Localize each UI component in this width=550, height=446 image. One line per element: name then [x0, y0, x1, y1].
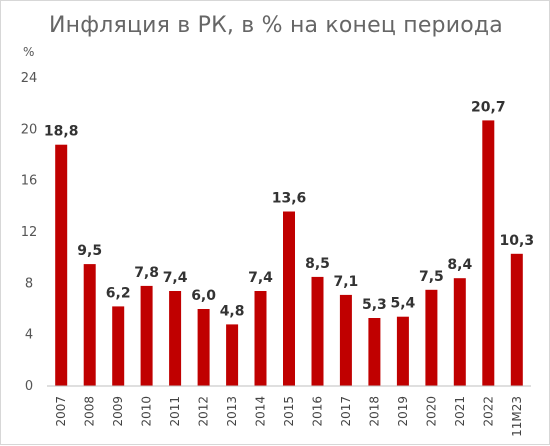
y-axis-unit: % [23, 45, 35, 59]
x-tick-label: 2008 [83, 396, 97, 427]
data-label: 6,0 [191, 288, 216, 304]
bar [453, 278, 466, 386]
data-label: 7,8 [134, 265, 159, 281]
data-label: 10,3 [500, 233, 535, 249]
bar [169, 291, 182, 386]
bar [112, 306, 125, 386]
y-tick-label: 16 [21, 174, 38, 189]
x-tick-label: 2013 [225, 396, 239, 427]
bar [368, 318, 381, 386]
x-tick-label: 11М23 [510, 396, 524, 437]
data-label: 8,5 [305, 256, 330, 272]
x-tick-label: 2019 [396, 396, 410, 427]
bar [55, 144, 68, 386]
y-tick-label: 20 [21, 122, 38, 137]
bar [510, 253, 523, 386]
x-tick-label: 2015 [282, 396, 296, 427]
data-label: 8,4 [447, 257, 472, 273]
data-label: 7,5 [419, 269, 444, 285]
data-label: 18,8 [44, 124, 79, 140]
bar [425, 289, 438, 387]
x-tick-label: 2014 [254, 396, 268, 427]
y-tick-label: 12 [21, 225, 38, 240]
data-label: 20,7 [471, 99, 506, 115]
y-tick-label: 8 [25, 276, 33, 291]
bar [254, 291, 267, 386]
data-label: 7,4 [248, 270, 273, 286]
x-tick-label: 2011 [168, 396, 182, 427]
x-tick-label: 2018 [367, 396, 381, 427]
data-label: 7,4 [163, 270, 188, 286]
x-tick-label: 2010 [140, 396, 154, 427]
data-label: 13,6 [272, 191, 307, 207]
x-tick-label: 2007 [54, 396, 68, 427]
x-tick-label: 2017 [339, 396, 353, 427]
x-tick-label: 2009 [111, 396, 125, 427]
bar [226, 324, 239, 386]
bar [311, 276, 324, 386]
bar [83, 264, 96, 386]
bar [197, 309, 210, 386]
bar [140, 285, 153, 386]
chart-title: Инфляция в РК, в % на конец периода [49, 13, 503, 38]
data-label: 9,5 [77, 243, 102, 259]
bar [482, 120, 495, 387]
bar [283, 211, 295, 386]
x-tick-label: 2012 [197, 396, 211, 427]
y-tick-label: 0 [25, 379, 33, 394]
data-label: 6,2 [106, 285, 131, 301]
data-label: 4,8 [220, 303, 245, 319]
bar [339, 294, 352, 386]
data-label: 5,3 [362, 297, 387, 313]
x-tick-label: 2020 [424, 396, 438, 427]
bar [396, 316, 409, 386]
x-tick-label: 2022 [481, 396, 495, 427]
data-label: 5,4 [390, 296, 415, 312]
data-label: 7,1 [333, 274, 358, 290]
y-tick-label: 24 [21, 71, 38, 86]
x-tick-label: 2021 [453, 396, 467, 427]
y-tick-label: 4 [25, 328, 33, 343]
x-tick-label: 2016 [311, 396, 325, 427]
